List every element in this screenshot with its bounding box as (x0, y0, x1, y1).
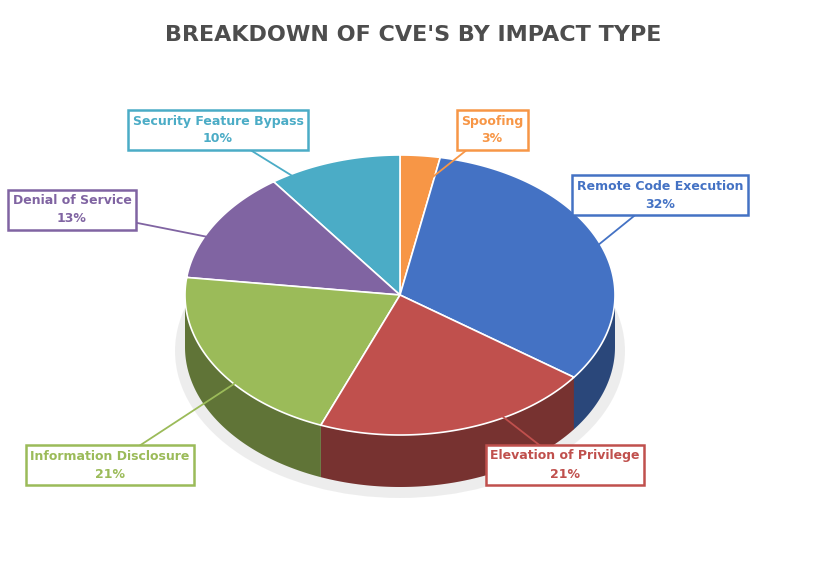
Text: Security Feature Bypass
10%: Security Feature Bypass 10% (132, 115, 304, 146)
Polygon shape (400, 157, 440, 347)
Polygon shape (185, 295, 321, 477)
Text: Denial of Service
13%: Denial of Service 13% (12, 194, 131, 225)
Polygon shape (274, 155, 400, 295)
Polygon shape (574, 295, 615, 429)
Ellipse shape (175, 204, 625, 498)
Polygon shape (187, 277, 400, 347)
Polygon shape (400, 155, 440, 295)
Text: BREAKDOWN OF CVE'S BY IMPACT TYPE: BREAKDOWN OF CVE'S BY IMPACT TYPE (165, 25, 662, 45)
Polygon shape (187, 277, 400, 347)
Polygon shape (400, 157, 440, 347)
Polygon shape (400, 295, 574, 429)
Polygon shape (185, 277, 400, 425)
Polygon shape (321, 295, 400, 477)
Text: Information Disclosure
21%: Information Disclosure 21% (31, 449, 189, 480)
Polygon shape (274, 182, 400, 347)
Polygon shape (274, 182, 400, 347)
Text: Spoofing
3%: Spoofing 3% (461, 115, 523, 146)
Polygon shape (321, 295, 400, 477)
Ellipse shape (185, 207, 615, 487)
Polygon shape (400, 295, 574, 429)
Polygon shape (187, 182, 400, 295)
Text: Remote Code Execution
32%: Remote Code Execution 32% (576, 180, 743, 211)
Polygon shape (400, 157, 615, 377)
Polygon shape (321, 377, 574, 487)
Polygon shape (321, 295, 574, 435)
Text: Elevation of Privilege
21%: Elevation of Privilege 21% (490, 449, 640, 480)
